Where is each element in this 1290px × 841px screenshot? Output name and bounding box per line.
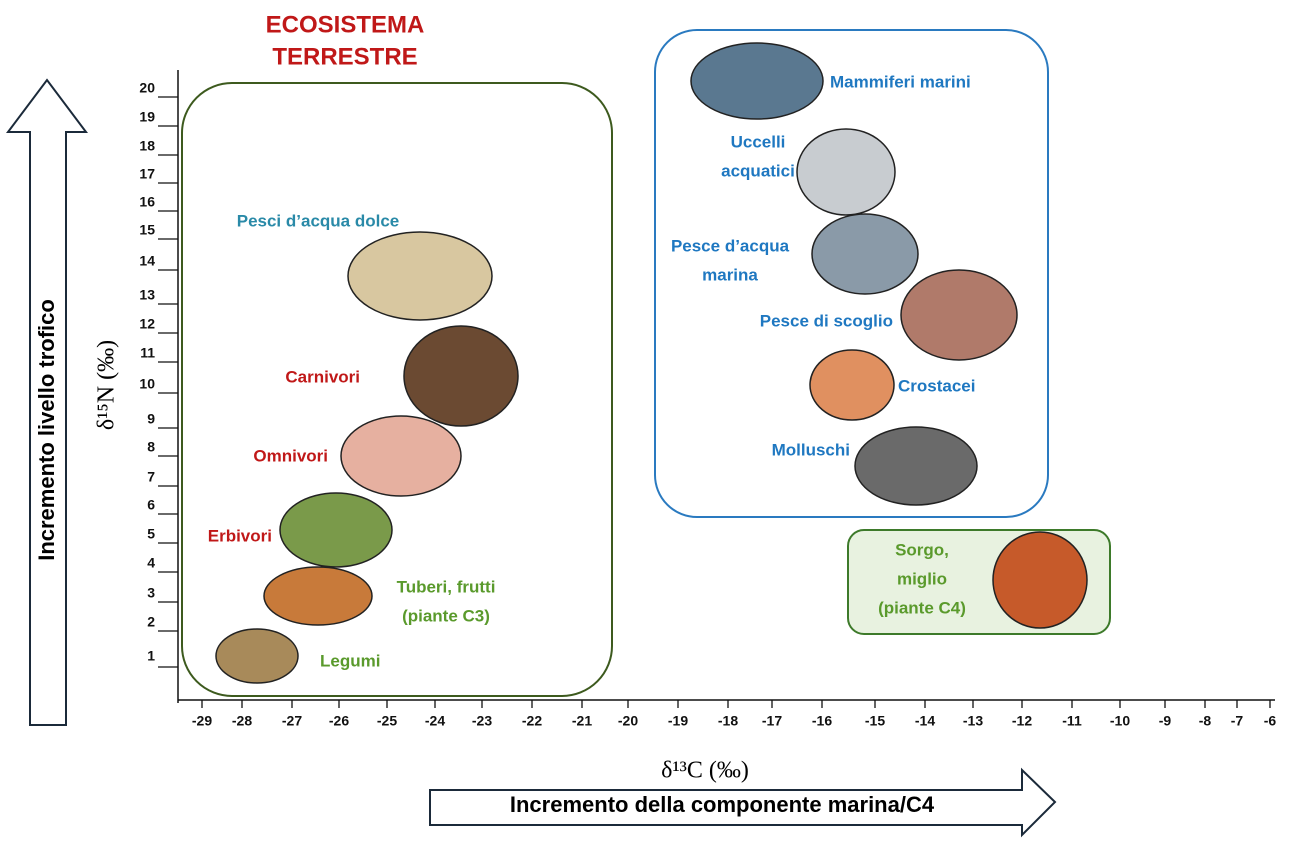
- picture: [404, 326, 518, 426]
- x-tick-label: -29: [192, 713, 212, 729]
- y-tick-label: 7: [147, 469, 155, 485]
- item-label: Tuberi, frutti: [397, 577, 496, 596]
- y-tick-label: 11: [140, 345, 155, 361]
- x-tick-label: -27: [282, 713, 302, 729]
- x-tick-label: -16: [812, 713, 832, 729]
- picture: [216, 629, 298, 683]
- x-tick-label: -21: [572, 713, 592, 729]
- x-tick-label: -24: [425, 713, 445, 729]
- picture: [341, 416, 461, 496]
- picture: [280, 493, 392, 567]
- y-tick-label: 9: [147, 411, 155, 427]
- item-label: acquatici: [721, 161, 795, 180]
- x-tick-label: -9: [1159, 713, 1172, 729]
- item-label: Omnivori: [253, 446, 328, 465]
- picture: [797, 129, 895, 215]
- picture: [993, 532, 1087, 628]
- y-tick-label: 2: [147, 614, 155, 630]
- y-tick-label: 19: [139, 109, 155, 125]
- item-label: Crostacei: [898, 376, 975, 395]
- picture: [348, 232, 492, 320]
- item-label: marina: [702, 265, 758, 284]
- y-tick-label: 3: [147, 585, 155, 601]
- title: TERRESTRE: [272, 43, 417, 70]
- diagram: Incremento livello trofico δ¹⁵N (‰) Incr…: [0, 0, 1290, 841]
- y-tick-label: 10: [139, 376, 155, 392]
- x-tick-label: -23: [472, 713, 492, 729]
- picture: [810, 350, 894, 420]
- x-tick-label: -18: [718, 713, 738, 729]
- picture: [812, 214, 918, 294]
- title: ECOSISTEMA: [266, 11, 425, 38]
- x-tick-label: -8: [1199, 713, 1212, 729]
- y-tick-label: 20: [139, 80, 155, 96]
- y-tick-label: 15: [139, 222, 155, 238]
- x-tick-label: -7: [1231, 713, 1244, 729]
- y-tick-label: 16: [139, 194, 155, 210]
- y-tick-label: 5: [147, 526, 155, 542]
- y-tick-label: 4: [147, 555, 155, 571]
- y-tick-label: 12: [139, 316, 155, 332]
- x-tick-label: -26: [329, 713, 349, 729]
- x-tick-label: -10: [1110, 713, 1130, 729]
- x-tick-label: -28: [232, 713, 252, 729]
- item-label: Mammiferi marini: [830, 72, 971, 91]
- x-tick-label: -12: [1012, 713, 1032, 729]
- y-axis-label: δ¹⁵N (‰): [94, 340, 120, 430]
- x-tick-label: -6: [1264, 713, 1277, 729]
- x-tick-label: -15: [865, 713, 885, 729]
- x-tick-label: -11: [1062, 713, 1082, 729]
- y-tick-label: 13: [139, 287, 155, 303]
- y-tick-label: 6: [147, 497, 155, 513]
- y-tick-label: 8: [147, 439, 155, 455]
- picture: [901, 270, 1017, 360]
- picture: [264, 567, 372, 625]
- item-label: (piante C4): [878, 598, 966, 617]
- y-arrow-label: Incremento livello trofico: [34, 299, 59, 561]
- item-label: Sorgo,: [895, 540, 949, 559]
- terrestrial-box: [182, 83, 612, 696]
- item-label: Pesce di scoglio: [760, 311, 893, 330]
- x-arrow-label: Incremento della componente marina/C4: [510, 792, 935, 817]
- item-label: Carnivori: [285, 367, 360, 386]
- item-label: Legumi: [320, 651, 380, 670]
- item-label: Uccelli: [731, 132, 786, 151]
- x-tick-label: -20: [618, 713, 638, 729]
- y-tick-label: 1: [147, 648, 155, 664]
- item-label: miglio: [897, 569, 947, 588]
- item-label: Molluschi: [772, 440, 850, 459]
- x-tick-label: -25: [377, 713, 397, 729]
- y-tick-label: 17: [139, 166, 155, 182]
- item-label: Pesci d’acqua dolce: [237, 211, 400, 230]
- picture: [691, 43, 823, 119]
- x-tick-label: -14: [915, 713, 935, 729]
- item-label: Erbivori: [208, 526, 272, 545]
- x-tick-label: -13: [963, 713, 983, 729]
- x-tick-label: -22: [522, 713, 542, 729]
- x-tick-label: -17: [762, 713, 782, 729]
- item-label: (piante C3): [402, 606, 490, 625]
- x-axis-label: δ¹³C (‰): [661, 758, 749, 784]
- y-tick-label: 18: [139, 138, 155, 154]
- picture: [855, 427, 977, 505]
- y-tick-label: 14: [139, 253, 155, 269]
- x-tick-label: -19: [668, 713, 688, 729]
- item-label: Pesce d’acqua: [671, 236, 790, 255]
